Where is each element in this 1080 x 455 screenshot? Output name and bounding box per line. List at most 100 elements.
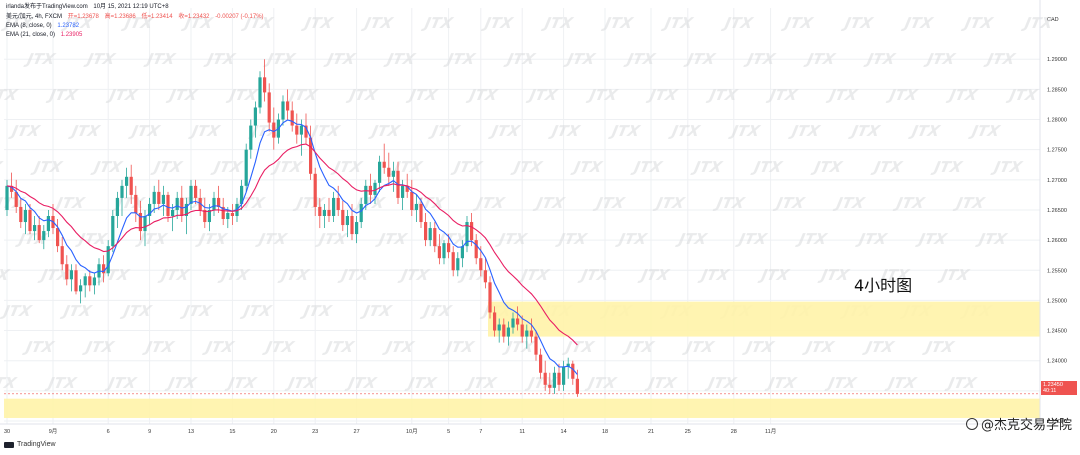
candle-body [548, 384, 552, 388]
watermark-text: JTX [983, 50, 1018, 68]
candle-body [28, 209, 32, 232]
candle-body [157, 191, 161, 204]
candle-body [148, 203, 152, 216]
candle-body [134, 194, 138, 213]
x-tick-label: 18 [602, 429, 608, 435]
watermark-text: JTX [254, 230, 289, 248]
candle-body [249, 125, 253, 150]
support-zone [4, 398, 1040, 418]
candle-body [502, 324, 506, 337]
watermark-text: JTX [285, 86, 320, 104]
tradingview-brand[interactable]: TradingView [4, 441, 56, 448]
high-value: 高=1.23686 [104, 14, 136, 20]
watermark-text: JTX [14, 230, 49, 248]
candle-body [382, 161, 386, 168]
candle-body [566, 363, 570, 367]
watermark-text: JTX [105, 86, 140, 104]
watermark-text: JTX [0, 374, 19, 392]
watermark-text: JTX [990, 158, 1025, 176]
candle-body [295, 125, 299, 135]
watermark-text: JTX [563, 50, 598, 68]
watermark-text: JTX [600, 14, 635, 32]
candle-body [102, 264, 106, 274]
x-tick-label: 9月 [49, 428, 58, 435]
watermark-text: JTX [757, 266, 792, 284]
countdown-value: 40:11 [1043, 388, 1057, 394]
candle-body [424, 222, 428, 241]
watermark-text: JTX [7, 122, 42, 140]
ema-fast-legend[interactable]: EMA (8, close, 0) 1.23782 [6, 22, 83, 30]
close-value: 收=1.23432 [178, 14, 210, 20]
candle-body [74, 270, 78, 292]
candle-body [217, 197, 221, 207]
watermark-text: JTX [877, 266, 912, 284]
candle-body [226, 212, 230, 220]
watermark-text: JTX [263, 50, 298, 68]
candle-body [341, 209, 345, 226]
open-value: 开=1.23678 [67, 14, 99, 20]
watermark-text: JTX [97, 266, 132, 284]
watermark-text: JTX [21, 338, 56, 356]
candle-body [267, 92, 271, 123]
watermark-text: JTX [67, 122, 102, 140]
watermark-text: JTX [74, 230, 109, 248]
watermark-text: JTX [300, 14, 335, 32]
candle-body [92, 277, 96, 286]
watermark-text: JTX [284, 374, 319, 392]
watermark-text: JTX [383, 50, 418, 68]
watermark-text: JTX [0, 158, 5, 176]
candle-body [488, 282, 492, 313]
watermark-text: JTX [239, 302, 274, 320]
ema-slow-line [6, 143, 578, 346]
candle-body [138, 212, 142, 232]
x-tick-label: 27 [354, 429, 360, 435]
watermark-text: JTX [201, 338, 236, 356]
watermark-text: JTX [681, 338, 716, 356]
symbol-text[interactable]: 美元/加元, 4h, FXCM [6, 14, 63, 20]
candle-body [240, 185, 244, 204]
candle-body [359, 203, 363, 223]
x-tick-label: 6 [107, 429, 110, 435]
watermark-text: JTX [944, 374, 979, 392]
candle-body [171, 209, 175, 216]
candle-body [111, 216, 115, 247]
candle-body [539, 354, 543, 373]
ema-slow-legend[interactable]: EMA (21, close, 0) 1.23905 [6, 31, 86, 39]
watermark-text: JTX [224, 374, 259, 392]
watermark-text: JTX [734, 230, 769, 248]
y-tick-label: 1.24000 [1047, 359, 1067, 365]
watermark-text: JTX [367, 122, 402, 140]
watermark-text: JTX [501, 338, 536, 356]
watermark-text: JTX [652, 194, 687, 212]
support-zone [488, 301, 1040, 337]
account-watermark: @杰克交易学院 [965, 414, 1072, 433]
watermark-text: JTX [427, 122, 462, 140]
watermark-text: JTX [0, 266, 12, 284]
ema-fast-value: 1.23782 [57, 23, 80, 29]
watermark-text: JTX [187, 122, 222, 140]
watermark-text: JTX [884, 374, 919, 392]
candle-body [230, 212, 234, 216]
watermark-text: JTX [584, 374, 619, 392]
candle-body [313, 173, 317, 207]
watermark-text: JTX [157, 266, 192, 284]
ema-fast-line [6, 119, 578, 375]
candle-body [23, 209, 27, 223]
watermark-text: JTX [885, 86, 920, 104]
publisher-text: irlanda发布于TradingView.com [6, 4, 88, 10]
account-label: @杰克交易学院 [980, 418, 1072, 433]
candle-body [42, 231, 46, 241]
candle-body [304, 125, 308, 138]
watermark-text: JTX [0, 86, 20, 104]
candle-body [129, 176, 133, 195]
candle-body [575, 378, 579, 394]
watermark-text: JTX [112, 194, 147, 212]
watermark-text: JTX [314, 230, 349, 248]
watermark-text: JTX [772, 194, 807, 212]
watermark-text: JTX [532, 194, 567, 212]
candle-body [345, 216, 349, 226]
ema-slow-label: EMA (21, close, 0) [6, 32, 56, 38]
candle-body [456, 258, 460, 271]
